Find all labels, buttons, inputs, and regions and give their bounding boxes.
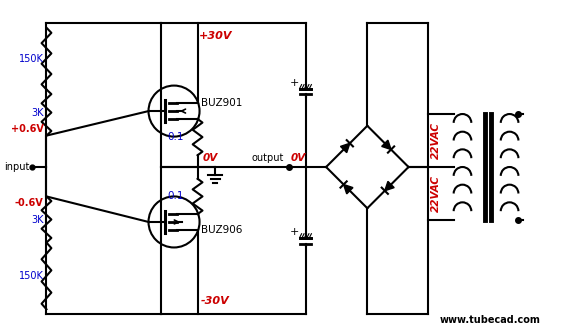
Text: 0.1: 0.1 (167, 191, 184, 201)
Text: input: input (4, 162, 30, 172)
Text: output: output (252, 153, 284, 163)
Text: 3K: 3K (31, 108, 43, 118)
Text: +: + (290, 78, 300, 88)
Text: BUZ906: BUZ906 (202, 225, 243, 235)
Text: 150K: 150K (19, 271, 43, 281)
Text: -30V: -30V (201, 296, 230, 306)
Text: 150K: 150K (19, 54, 43, 64)
Text: +0.6V: +0.6V (11, 124, 43, 134)
Text: +30V: +30V (198, 30, 232, 41)
Text: 3K: 3K (31, 214, 43, 224)
Polygon shape (382, 140, 391, 149)
Text: www.tubecad.com: www.tubecad.com (439, 315, 541, 325)
Text: 0V: 0V (202, 153, 217, 163)
Polygon shape (343, 185, 353, 194)
Text: -0.6V: -0.6V (15, 198, 43, 208)
Polygon shape (341, 143, 350, 153)
Text: +: + (290, 227, 300, 237)
Text: BUZ901: BUZ901 (202, 98, 243, 108)
Text: 0V: 0V (291, 153, 306, 163)
Text: 22VAC: 22VAC (431, 122, 441, 159)
Polygon shape (385, 181, 394, 191)
Text: 22VAC: 22VAC (431, 175, 441, 212)
Text: 0.1: 0.1 (167, 132, 184, 142)
